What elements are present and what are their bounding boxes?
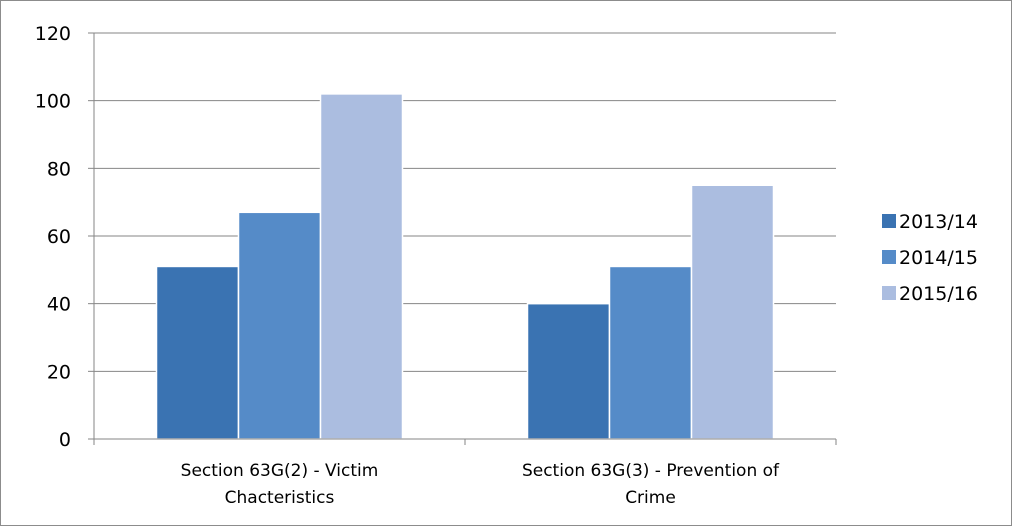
y-tick-label: 60 xyxy=(47,226,71,248)
y-tick-label: 120 xyxy=(35,23,71,45)
bar-2014-15-cat2 xyxy=(608,265,693,440)
category-labels: Section 63G(2) - Victim Chacteristics Sect… xyxy=(181,461,780,508)
bar-2013-14-cat1 xyxy=(155,265,240,440)
bar-2014-15-cat1 xyxy=(237,211,322,440)
bar-2015-16-cat2 xyxy=(690,184,775,440)
bar-2015-16-cat1 xyxy=(319,93,404,440)
y-tick-label: 100 xyxy=(35,91,71,113)
legend-label: 2014/15 xyxy=(899,247,978,269)
legend-swatch xyxy=(882,214,896,228)
y-tick-label: 0 xyxy=(59,429,71,451)
y-tick-label: 20 xyxy=(47,361,71,383)
bars xyxy=(155,93,775,440)
legend-swatch xyxy=(882,286,896,300)
category-label: Crime xyxy=(625,488,676,508)
legend: 2013/14 2014/15 2015/16 xyxy=(882,211,978,305)
category-label: Section 63G(2) - Victim xyxy=(181,461,379,481)
category-label: Section 63G(3) - Prevention of xyxy=(522,461,780,481)
category-label: Chacteristics xyxy=(225,488,335,508)
axes xyxy=(88,32,837,445)
legend-swatch xyxy=(882,250,896,264)
y-tick-label: 80 xyxy=(47,158,71,180)
legend-label: 2013/14 xyxy=(899,211,978,233)
bar-2013-14-cat2 xyxy=(526,302,611,440)
y-tick-labels: 0 20 40 60 80 100 120 xyxy=(35,23,71,451)
y-tick-label: 40 xyxy=(47,294,71,316)
legend-label: 2015/16 xyxy=(899,283,978,305)
